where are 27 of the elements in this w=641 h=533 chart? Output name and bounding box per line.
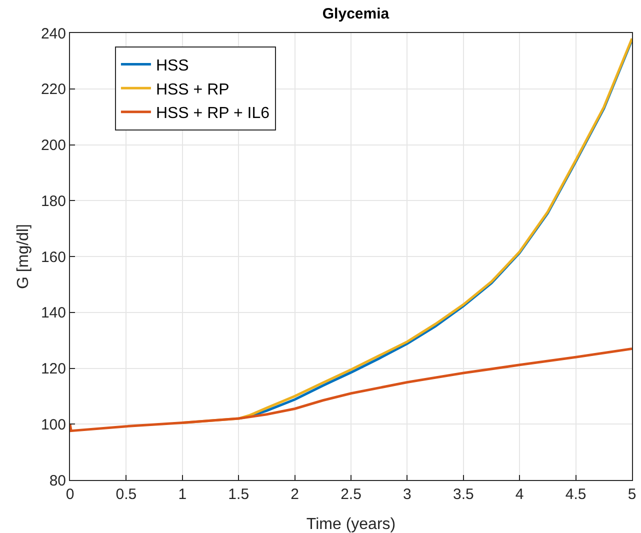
- y-tick-label: 160: [40, 248, 66, 266]
- x-tick-label: 4: [515, 486, 524, 503]
- y-tick-label: 80: [49, 472, 66, 490]
- y-axis-title: G [mg/dl]: [15, 224, 32, 289]
- legend-label: HSS + RP + IL6: [156, 105, 270, 122]
- y-tick-label: 200: [40, 137, 66, 154]
- x-tick-label: 1.5: [228, 486, 250, 503]
- y-tick-label: 120: [40, 360, 66, 378]
- legend-label: HSS: [156, 58, 189, 75]
- y-tick-label: 140: [40, 304, 66, 322]
- x-tick-label: 3.5: [452, 486, 474, 503]
- y-tick-label: 180: [40, 192, 66, 210]
- line-series: [70, 347, 632, 432]
- chart-title: Glycemia: [322, 5, 390, 22]
- x-tick-label: 0: [66, 486, 74, 503]
- x-tick-label: 2.5: [340, 486, 362, 503]
- x-tick-label: 3: [403, 486, 412, 503]
- y-tick-label: 100: [40, 416, 66, 434]
- x-tick-label: 2: [290, 486, 299, 503]
- legend-label: HSS + RP: [156, 81, 230, 98]
- x-tick-label: 4.5: [565, 486, 586, 503]
- x-tick-label: 5: [628, 486, 636, 503]
- y-tick-label: 240: [40, 25, 66, 42]
- x-axis-title: Time (years): [306, 516, 396, 533]
- y-tick-label: 220: [40, 81, 66, 98]
- x-tick-label: 1: [178, 486, 187, 503]
- x-tick-label: 0.5: [116, 486, 137, 503]
